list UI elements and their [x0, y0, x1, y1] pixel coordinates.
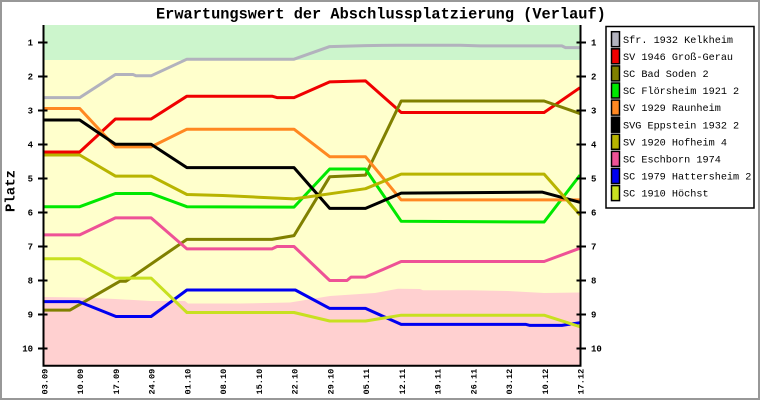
- svg-text:SV 1929 Raunheim: SV 1929 Raunheim: [623, 103, 721, 115]
- svg-text:8: 8: [28, 277, 33, 287]
- svg-text:29.10: 29.10: [326, 369, 336, 395]
- svg-text:Sfr. 1932 Kelkheim: Sfr. 1932 Kelkheim: [623, 35, 733, 47]
- svg-text:8: 8: [591, 277, 596, 287]
- svg-text:01.10: 01.10: [183, 369, 193, 395]
- svg-text:22.10: 22.10: [291, 369, 301, 395]
- svg-text:4: 4: [591, 141, 597, 151]
- svg-text:3: 3: [28, 107, 33, 117]
- svg-text:10.12: 10.12: [541, 369, 551, 395]
- svg-text:17.09: 17.09: [112, 369, 122, 395]
- svg-text:05.11: 05.11: [362, 369, 372, 395]
- svg-text:03.12: 03.12: [505, 369, 515, 395]
- svg-text:2: 2: [28, 73, 33, 83]
- svg-text:7: 7: [591, 243, 596, 253]
- svg-text:6: 6: [28, 209, 33, 219]
- svg-text:Platz: Platz: [4, 170, 20, 212]
- svg-text:10: 10: [22, 345, 33, 355]
- svg-text:9: 9: [28, 311, 33, 321]
- svg-text:2: 2: [591, 73, 596, 83]
- svg-text:SC Flörsheim 1921 2: SC Flörsheim 1921 2: [623, 86, 739, 98]
- svg-text:24.09: 24.09: [148, 369, 158, 395]
- svg-text:1: 1: [591, 39, 597, 49]
- svg-text:1: 1: [28, 39, 34, 49]
- svg-text:26.11: 26.11: [469, 369, 479, 395]
- svg-text:12.11: 12.11: [398, 369, 408, 395]
- svg-text:SC Eschborn 1974: SC Eschborn 1974: [623, 155, 721, 167]
- svg-text:3: 3: [591, 107, 596, 117]
- svg-text:SC 1979 Hattersheim 2: SC 1979 Hattersheim 2: [623, 172, 751, 184]
- svg-text:17.12: 17.12: [576, 369, 586, 395]
- svg-text:SC Bad Soden 2: SC Bad Soden 2: [623, 69, 709, 81]
- svg-text:4: 4: [28, 141, 34, 151]
- svg-text:7: 7: [28, 243, 33, 253]
- svg-text:9: 9: [591, 311, 596, 321]
- svg-text:15.10: 15.10: [255, 369, 265, 395]
- svg-text:6: 6: [591, 209, 596, 219]
- svg-text:Erwartungswert der Abschlusspl: Erwartungswert der Abschlussplatzierung …: [156, 5, 606, 23]
- svg-text:08.10: 08.10: [219, 369, 229, 395]
- svg-text:10.09: 10.09: [76, 369, 86, 395]
- svg-text:SV 1946 Groß-Gerau: SV 1946 Groß-Gerau: [623, 52, 733, 64]
- svg-text:SVG Eppstein 1932 2: SVG Eppstein 1932 2: [623, 120, 739, 132]
- svg-text:03.09: 03.09: [41, 369, 51, 395]
- svg-text:19.11: 19.11: [434, 369, 444, 395]
- svg-text:SV 1920 Hofheim 4: SV 1920 Hofheim 4: [623, 137, 727, 149]
- svg-text:SC 1910 Höchst: SC 1910 Höchst: [623, 189, 709, 201]
- svg-text:5: 5: [591, 175, 596, 185]
- svg-text:5: 5: [28, 175, 33, 185]
- svg-text:10: 10: [591, 345, 602, 355]
